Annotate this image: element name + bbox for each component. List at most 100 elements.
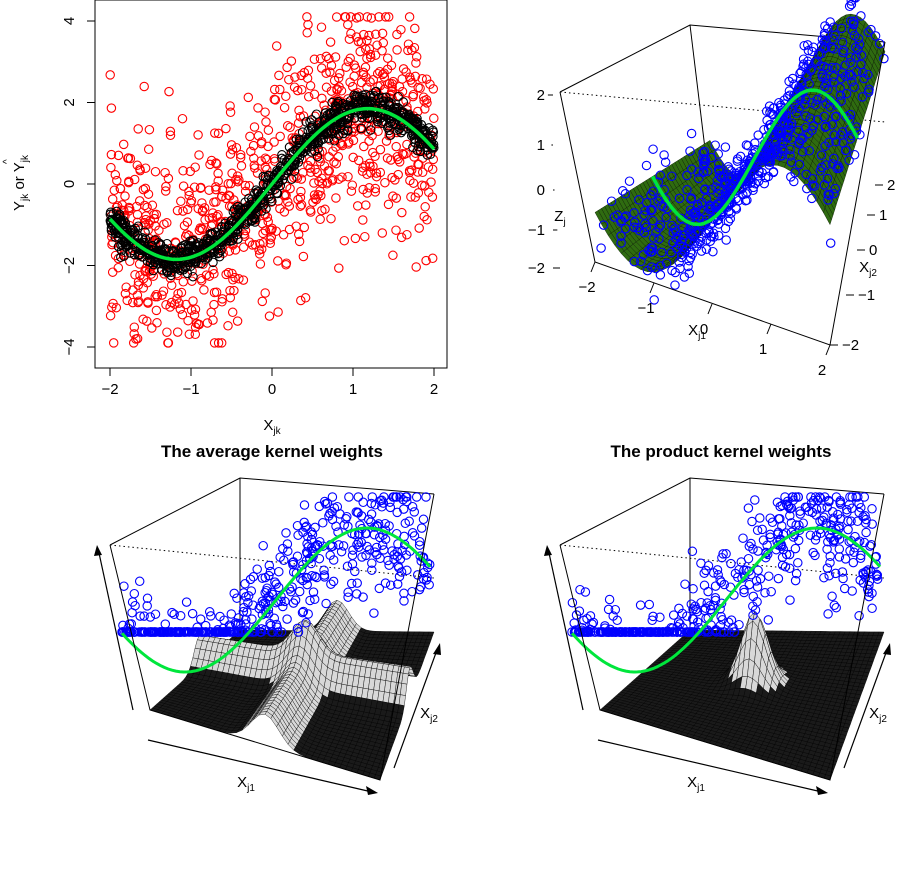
z-tick-label: 0 bbox=[537, 182, 545, 199]
red-point bbox=[138, 273, 149, 284]
red-point bbox=[223, 267, 234, 278]
y-tick-label: 1 bbox=[879, 207, 887, 224]
red-point bbox=[349, 71, 359, 82]
x-tick-label: 1 bbox=[349, 381, 357, 398]
red-point bbox=[346, 186, 357, 196]
blue-point bbox=[624, 176, 635, 186]
red-point bbox=[274, 70, 284, 81]
red-point bbox=[209, 299, 219, 310]
red-point bbox=[254, 249, 265, 259]
red-point bbox=[210, 128, 220, 138]
red-point bbox=[396, 24, 406, 35]
red-point bbox=[364, 30, 374, 41]
red-point bbox=[362, 53, 372, 64]
blue-point bbox=[641, 160, 652, 171]
red-point bbox=[355, 46, 365, 57]
red-point bbox=[182, 204, 193, 215]
red-point bbox=[271, 41, 282, 51]
red-point bbox=[188, 296, 198, 306]
red-point bbox=[296, 84, 307, 95]
red-point bbox=[223, 178, 234, 189]
red-point bbox=[115, 183, 126, 194]
red-point bbox=[364, 136, 374, 146]
red-point bbox=[296, 200, 307, 210]
red-point bbox=[291, 171, 301, 182]
blue-point bbox=[670, 280, 680, 290]
red-point bbox=[230, 245, 241, 255]
red-point bbox=[238, 242, 249, 252]
red-point bbox=[335, 68, 345, 79]
x-axis-label: Xjk bbox=[263, 417, 281, 437]
surface-facet bbox=[415, 664, 423, 670]
black-point bbox=[289, 159, 300, 170]
black-point bbox=[284, 142, 295, 152]
red-point bbox=[417, 74, 427, 84]
red-point bbox=[269, 84, 280, 95]
red-point bbox=[380, 177, 390, 188]
red-point bbox=[213, 128, 224, 139]
red-point bbox=[345, 77, 355, 87]
red-point bbox=[388, 250, 398, 261]
red-point bbox=[123, 153, 133, 164]
x-tick bbox=[590, 261, 596, 273]
black-point bbox=[396, 127, 406, 138]
black-point bbox=[365, 125, 376, 135]
surface-facet bbox=[395, 712, 404, 720]
red-point bbox=[175, 304, 186, 314]
red-point bbox=[120, 191, 130, 201]
red-point bbox=[392, 45, 402, 55]
red-point bbox=[361, 200, 371, 210]
black-point bbox=[338, 128, 348, 139]
red-point bbox=[223, 190, 234, 200]
red-point bbox=[365, 161, 375, 172]
surface-facet bbox=[417, 657, 425, 662]
red-point bbox=[158, 286, 169, 296]
red-point bbox=[163, 173, 174, 184]
red-point bbox=[296, 295, 306, 306]
red-point bbox=[177, 113, 188, 124]
red-point bbox=[323, 166, 333, 176]
y-tick-label: 0 bbox=[869, 242, 877, 259]
red-point bbox=[178, 206, 188, 216]
red-point bbox=[165, 302, 175, 312]
red-point bbox=[255, 259, 266, 269]
red-point bbox=[163, 338, 173, 348]
black-point bbox=[176, 242, 187, 252]
red-point bbox=[302, 73, 313, 84]
red-point bbox=[387, 172, 397, 183]
red-point bbox=[133, 297, 143, 308]
red-point bbox=[113, 262, 124, 273]
blue-point bbox=[696, 246, 707, 256]
green-surface bbox=[594, 13, 886, 273]
red-point bbox=[172, 327, 183, 337]
red-point bbox=[196, 182, 206, 193]
red-point bbox=[371, 168, 382, 178]
blue-point bbox=[825, 238, 836, 248]
red-point bbox=[419, 211, 429, 222]
red-point bbox=[275, 203, 285, 214]
red-point bbox=[230, 272, 240, 283]
red-point bbox=[292, 85, 303, 96]
red-point bbox=[263, 125, 274, 135]
x-tick-label: 0 bbox=[268, 381, 276, 398]
red-point bbox=[162, 218, 172, 228]
red-point bbox=[299, 222, 310, 233]
x-axis: −2 −1 0 1 2 bbox=[101, 367, 438, 398]
red-point bbox=[402, 229, 412, 240]
red-point bbox=[261, 117, 271, 127]
black-point bbox=[251, 185, 261, 195]
red-point bbox=[217, 294, 228, 304]
red-point bbox=[397, 74, 407, 84]
black-point bbox=[116, 252, 126, 263]
z-tick-label: −2 bbox=[528, 260, 545, 277]
red-point bbox=[364, 183, 374, 193]
red-point bbox=[221, 123, 231, 134]
red-point bbox=[132, 290, 143, 300]
red-point bbox=[209, 338, 220, 348]
red-point bbox=[132, 333, 143, 344]
red-point bbox=[328, 146, 338, 156]
red-point bbox=[184, 329, 195, 340]
red-point bbox=[417, 180, 427, 191]
red-point bbox=[117, 200, 128, 210]
red-point bbox=[225, 285, 235, 296]
